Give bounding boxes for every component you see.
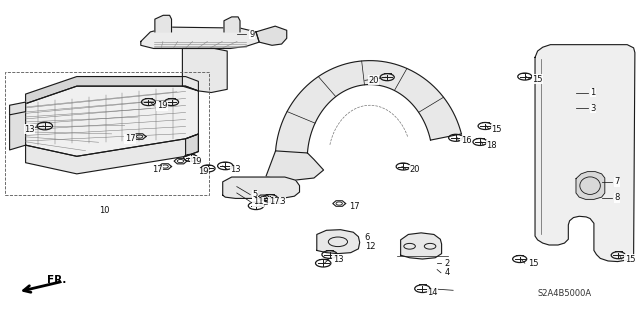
Polygon shape bbox=[10, 102, 26, 115]
Text: 16: 16 bbox=[461, 137, 472, 145]
Polygon shape bbox=[155, 15, 172, 32]
Text: 15: 15 bbox=[492, 125, 502, 134]
Text: 13: 13 bbox=[230, 165, 241, 174]
Polygon shape bbox=[141, 27, 259, 48]
Text: 15: 15 bbox=[625, 255, 635, 263]
Polygon shape bbox=[317, 230, 360, 254]
Bar bbox=[5, 72, 209, 195]
Text: 9: 9 bbox=[250, 30, 255, 39]
Text: 17: 17 bbox=[152, 165, 163, 174]
Polygon shape bbox=[224, 17, 240, 32]
Polygon shape bbox=[26, 134, 198, 174]
Text: 15: 15 bbox=[528, 259, 538, 268]
Text: 19: 19 bbox=[157, 101, 167, 110]
Polygon shape bbox=[401, 233, 442, 259]
Text: 13: 13 bbox=[24, 125, 35, 134]
Polygon shape bbox=[26, 86, 198, 156]
Text: 3: 3 bbox=[590, 104, 595, 113]
Text: 18: 18 bbox=[486, 141, 497, 150]
Text: FR.: FR. bbox=[47, 275, 66, 285]
Text: 13: 13 bbox=[275, 197, 286, 206]
Text: 19: 19 bbox=[198, 167, 209, 176]
Text: 20: 20 bbox=[410, 165, 420, 174]
Text: 19: 19 bbox=[191, 157, 201, 166]
Text: S2A4B5000A: S2A4B5000A bbox=[538, 289, 592, 298]
Polygon shape bbox=[576, 172, 605, 199]
Text: 8: 8 bbox=[614, 193, 620, 202]
Polygon shape bbox=[535, 45, 635, 262]
Polygon shape bbox=[182, 48, 227, 93]
Text: 11: 11 bbox=[253, 197, 263, 206]
Polygon shape bbox=[10, 104, 26, 150]
Text: 4: 4 bbox=[445, 268, 450, 277]
Text: 17: 17 bbox=[269, 197, 280, 206]
Text: 10: 10 bbox=[99, 206, 109, 215]
Polygon shape bbox=[256, 26, 287, 45]
Text: 1: 1 bbox=[590, 88, 595, 97]
Text: 14: 14 bbox=[428, 288, 438, 297]
Text: 12: 12 bbox=[365, 242, 375, 251]
Text: 17: 17 bbox=[125, 134, 136, 143]
Polygon shape bbox=[223, 177, 300, 198]
Polygon shape bbox=[276, 61, 461, 153]
Text: 6: 6 bbox=[365, 233, 370, 242]
Polygon shape bbox=[26, 77, 198, 104]
Text: 13: 13 bbox=[333, 255, 344, 263]
Text: 20: 20 bbox=[368, 76, 378, 85]
Text: 7: 7 bbox=[614, 177, 620, 186]
Text: 17: 17 bbox=[349, 202, 360, 211]
Text: 5: 5 bbox=[253, 190, 258, 199]
Polygon shape bbox=[266, 151, 324, 181]
Text: 2: 2 bbox=[445, 259, 450, 268]
Text: 15: 15 bbox=[532, 75, 543, 84]
Polygon shape bbox=[186, 134, 198, 156]
